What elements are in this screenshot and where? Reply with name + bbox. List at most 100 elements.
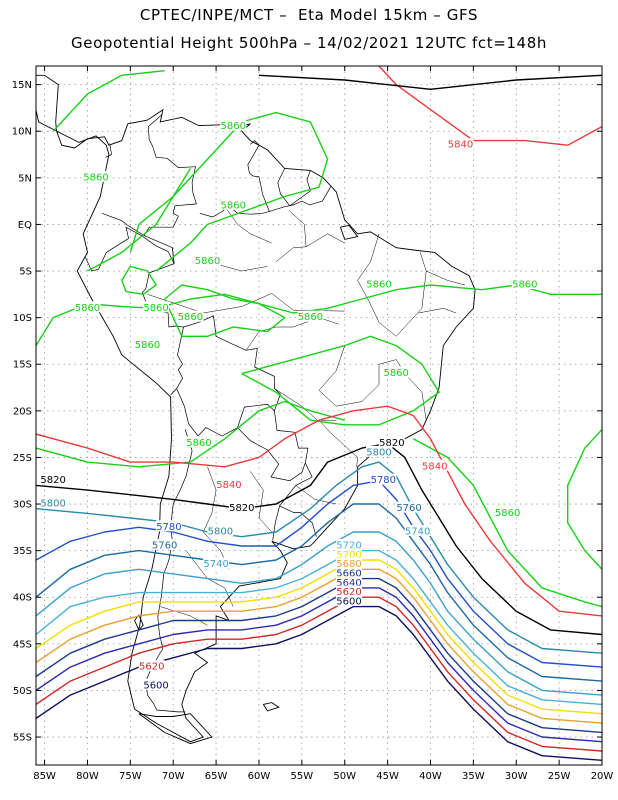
lon-tick-label: 80W (76, 771, 99, 782)
contour-label-bg (143, 301, 170, 313)
axis-layer: 15N 10N 5N EQ 5S 10S 15S 20S 25S 30S 35S 40S 45S 50S 5… (12, 66, 613, 782)
country-border (84, 212, 175, 272)
lat-tick-label: 15S (13, 360, 32, 371)
contour-label-5860: 5860 (366, 280, 391, 291)
lat-tick-label: 20S (13, 406, 32, 417)
country-border (269, 186, 332, 212)
contour-label-bg (336, 538, 363, 550)
contour-5840 (473, 125, 602, 146)
state-border (202, 466, 230, 570)
coastline (36, 74, 476, 743)
lon-tick-label: 70W (162, 771, 185, 782)
contour-label-5680: 5680 (336, 559, 361, 570)
contour-label-5800: 5800 (208, 527, 233, 538)
contour-label-bg (185, 436, 212, 448)
lat-tick-label: 50S (13, 686, 32, 697)
chart-subtitle: Geopotential Height 500hPa – 14/02/2021 … (71, 34, 547, 52)
contour-label-5780: 5780 (156, 522, 181, 533)
contour-label-bg (207, 525, 234, 536)
contour-label-bg (194, 254, 221, 266)
contour-label-bg (40, 497, 67, 509)
country-border (250, 140, 260, 146)
lon-tick-label: 40W (419, 771, 442, 782)
lon-tick-label: 65W (205, 771, 228, 782)
state-border (357, 233, 427, 337)
lon-tick-label: 45W (376, 771, 399, 782)
contour-label-5860: 5860 (221, 200, 246, 211)
contour-label-5760: 5760 (152, 540, 177, 551)
contour-label-5860: 5860 (186, 438, 211, 449)
state-border (147, 293, 345, 314)
lon-tick-label: 55W (291, 771, 314, 782)
contour-5860 (87, 111, 329, 272)
lat-tick-label: 10N (12, 127, 32, 138)
state-border (220, 200, 272, 244)
contour-5860 (241, 335, 440, 426)
contour-label-5660: 5660 (336, 568, 361, 579)
contour-label-5860: 5860 (298, 312, 323, 323)
contour-label-bg (220, 119, 247, 131)
contour-5760 (36, 503, 602, 682)
contour-label-bg (138, 660, 165, 672)
contour-label-5860: 5860 (75, 303, 100, 314)
contour-label-5800: 5800 (366, 447, 391, 458)
contour-label-5860: 5860 (221, 121, 246, 132)
state-border (318, 420, 358, 467)
lat-tick-label: 30S (13, 500, 32, 511)
contour-5860 (567, 429, 602, 570)
contour-label-bg (228, 501, 255, 513)
contour-label-bg (404, 525, 431, 536)
country-border (277, 168, 311, 207)
contour-5840 (378, 66, 474, 142)
lon-tick-label: 25W (548, 771, 571, 782)
state-border (185, 550, 234, 607)
contour-label-5600: 5600 (336, 596, 361, 607)
lon-tick-label: 35W (462, 771, 485, 782)
contour-label-5820: 5820 (379, 438, 404, 449)
contour-label-5720: 5720 (336, 540, 361, 551)
coastline (339, 224, 359, 240)
contour-label-bg (336, 566, 363, 578)
contour-label-bg (511, 278, 538, 290)
contour-label-bg (203, 557, 230, 569)
contour-label-bg (40, 473, 67, 485)
country-border (145, 429, 193, 713)
contour-5860 (129, 168, 191, 253)
lat-tick-label: 55S (13, 733, 32, 744)
contour-5860 (36, 400, 345, 468)
state-border (245, 317, 339, 351)
contour-label-5860: 5860 (178, 312, 203, 323)
contour-label-bg (155, 520, 182, 532)
contour-5840 (36, 405, 602, 617)
lat-tick-label: 5N (18, 173, 32, 184)
lon-tick-label: 50W (333, 771, 356, 782)
state-border (250, 471, 272, 533)
contour-label-bg (383, 366, 410, 378)
country-border (105, 143, 112, 158)
contour-label-bg (151, 538, 178, 550)
contour-5740 (36, 531, 602, 696)
contour-label-5840: 5840 (448, 140, 473, 151)
contour-label-5820: 5820 (40, 475, 65, 486)
contour-label-bg (336, 576, 363, 588)
contour-label-bg (370, 473, 397, 485)
country-border (176, 315, 281, 437)
contour-5780 (36, 480, 602, 668)
contour-label-bg (336, 548, 363, 560)
contour-label-bg (297, 310, 324, 322)
contour-5860 (36, 284, 602, 346)
contour-label-bg (336, 585, 363, 597)
contour-label-bg (378, 436, 405, 448)
lon-tick-label: 75W (119, 771, 142, 782)
contour-label-5640: 5640 (336, 578, 361, 589)
state-border (275, 233, 345, 262)
country-border (237, 410, 309, 482)
contour-label-bg (396, 501, 423, 513)
state-border (288, 210, 307, 247)
coastline (138, 713, 213, 745)
contour-label-5740: 5740 (203, 559, 228, 570)
lat-tick-label: EQ (18, 220, 32, 231)
contour-label-5780: 5780 (371, 475, 396, 486)
contour-5660 (36, 577, 602, 734)
